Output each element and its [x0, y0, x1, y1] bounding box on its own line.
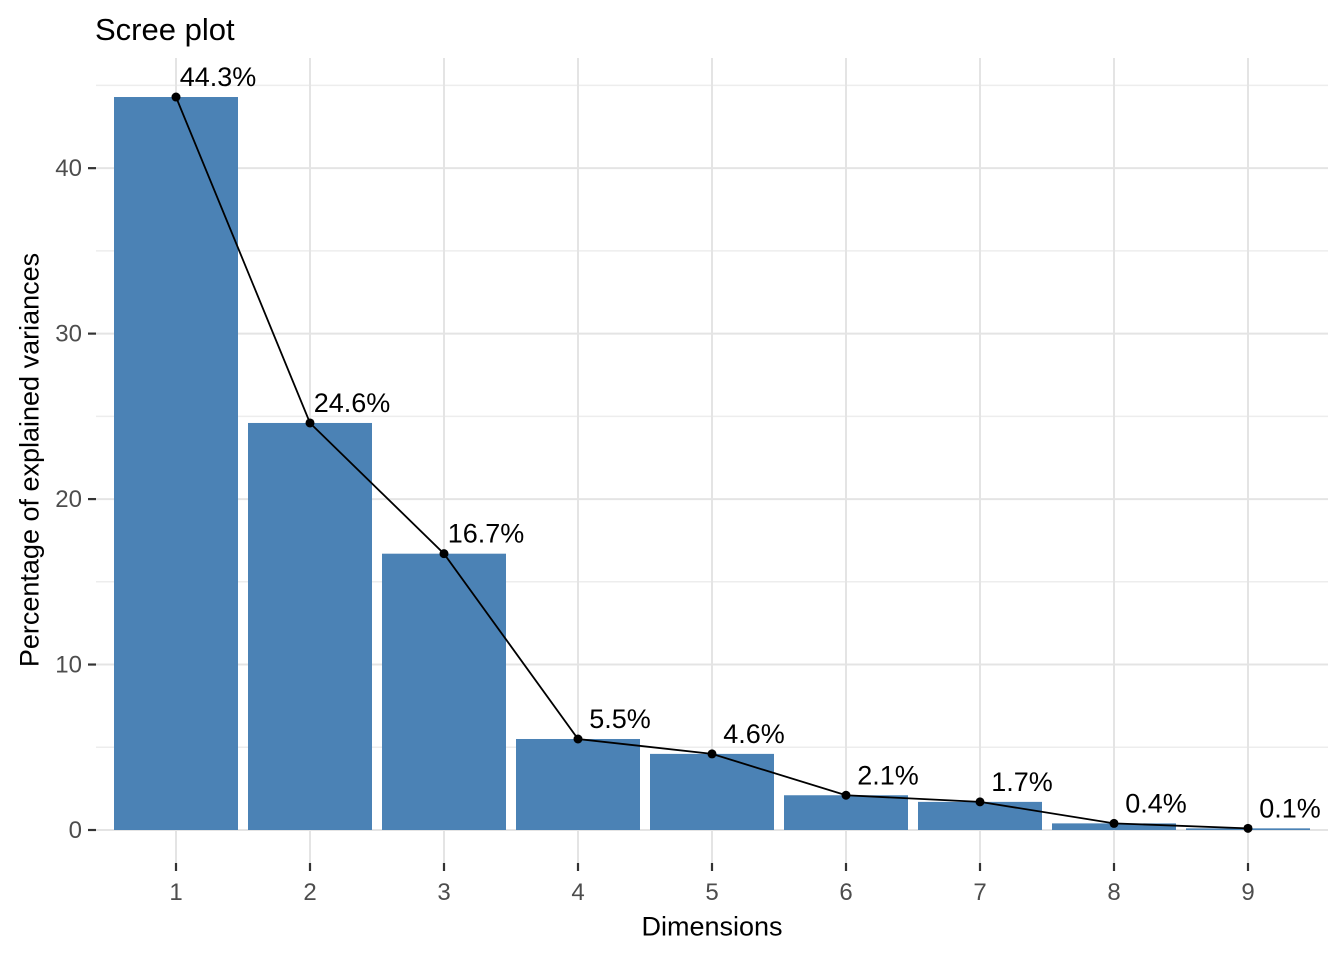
- scree-point: [1243, 823, 1253, 833]
- y-tick-label: 10: [55, 652, 82, 679]
- y-tick-label: 20: [55, 486, 82, 513]
- point-value-label: 0.4%: [1125, 788, 1187, 818]
- chart-title: Scree plot: [95, 12, 235, 47]
- y-tick-label: 40: [55, 155, 82, 182]
- bar: [248, 422, 372, 830]
- point-value-label: 24.6%: [314, 388, 391, 418]
- y-tick-label: 30: [55, 321, 82, 348]
- scree-point: [841, 790, 851, 800]
- x-tick-label: 1: [169, 879, 182, 906]
- y-tick-label: 0: [69, 817, 82, 844]
- bar: [784, 795, 908, 830]
- point-value-label: 0.1%: [1259, 793, 1321, 823]
- bar: [516, 738, 640, 830]
- bar: [382, 553, 506, 830]
- x-tick-label: 9: [1241, 879, 1254, 906]
- x-tick-label: 3: [437, 879, 450, 906]
- scree-point: [573, 734, 583, 744]
- bar: [918, 801, 1042, 830]
- x-tick-label: 2: [303, 879, 316, 906]
- point-value-label: 44.3%: [180, 62, 257, 92]
- x-tick-label: 4: [571, 879, 584, 906]
- x-tick-label: 6: [839, 879, 852, 906]
- scree-point: [975, 797, 985, 807]
- y-axis-title: Percentage of explained variances: [14, 252, 45, 668]
- bar: [114, 97, 238, 830]
- point-value-label: 4.6%: [723, 719, 785, 749]
- x-axis-title: Dimensions: [641, 911, 783, 942]
- point-value-label: 16.7%: [448, 519, 525, 549]
- scree-point: [171, 92, 181, 102]
- point-value-label: 2.1%: [857, 760, 919, 790]
- bar: [650, 753, 774, 830]
- x-tick-label: 5: [705, 879, 718, 906]
- scree-point: [305, 418, 315, 428]
- scree-point: [439, 549, 449, 559]
- point-value-label: 1.7%: [991, 767, 1053, 797]
- x-tick-label: 8: [1107, 879, 1120, 906]
- x-tick-label: 7: [973, 879, 986, 906]
- scree-point: [1109, 818, 1119, 828]
- point-value-label: 5.5%: [589, 704, 651, 734]
- scree-point: [707, 749, 717, 759]
